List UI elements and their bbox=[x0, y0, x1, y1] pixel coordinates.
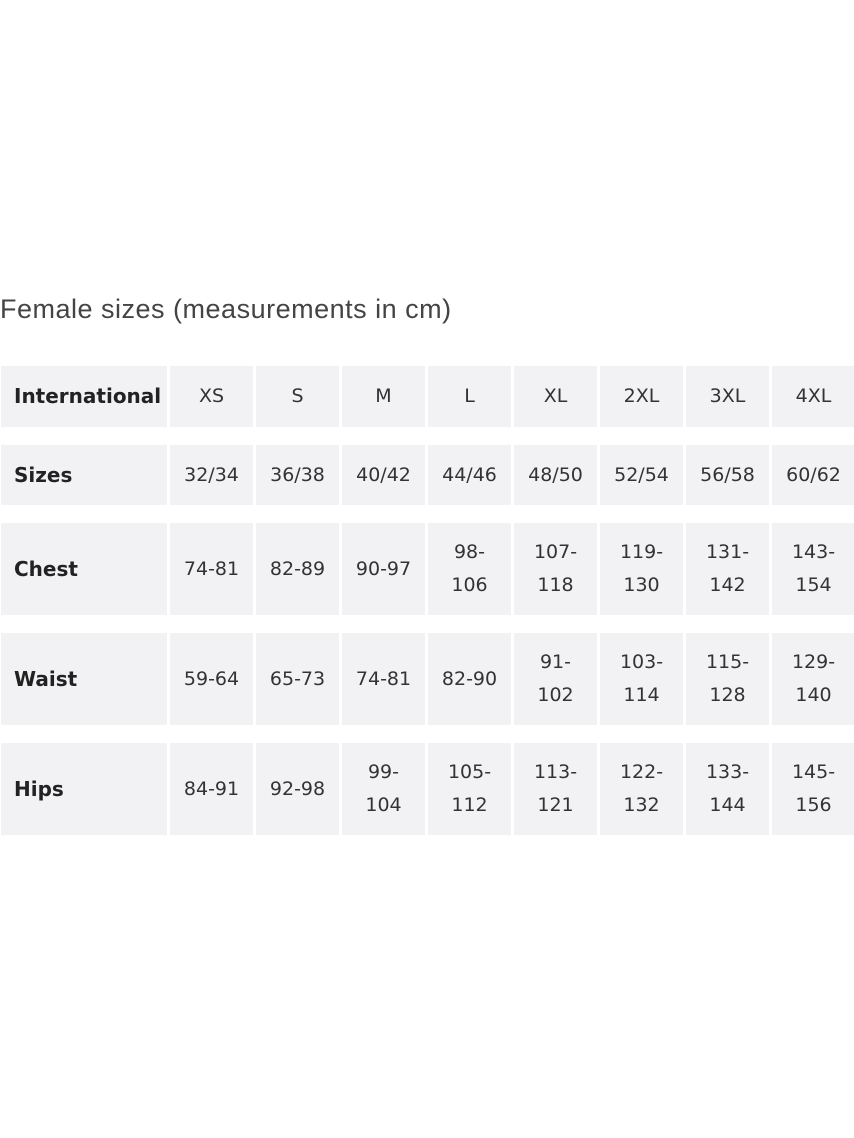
table-cell: 4XL bbox=[772, 366, 854, 427]
table-cell: 105- 112 bbox=[428, 743, 511, 835]
row-header-hips: Hips bbox=[1, 743, 167, 835]
row-header-sizes: Sizes bbox=[1, 445, 167, 505]
table-cell: 40/42 bbox=[342, 445, 425, 505]
table-cell: 48/50 bbox=[514, 445, 597, 505]
size-chart-table: International XS S M L XL 2XL 3XL 4XL Sizes 32/34 3… bbox=[1, 366, 854, 835]
table-cell: 119- 130 bbox=[600, 523, 683, 615]
table-cell: 91- 102 bbox=[514, 633, 597, 725]
table-cell: 36/38 bbox=[256, 445, 339, 505]
table-cell: 90-97 bbox=[342, 523, 425, 615]
table-cell: 2XL bbox=[600, 366, 683, 427]
table-cell: 52/54 bbox=[600, 445, 683, 505]
table-cell: 44/46 bbox=[428, 445, 511, 505]
table-cell: 59-64 bbox=[170, 633, 253, 725]
table-cell: 3XL bbox=[686, 366, 769, 427]
table-cell: 84-91 bbox=[170, 743, 253, 835]
table-cell: 129- 140 bbox=[772, 633, 854, 725]
table-cell: 103- 114 bbox=[600, 633, 683, 725]
table-cell: 113- 121 bbox=[514, 743, 597, 835]
table-cell: L bbox=[428, 366, 511, 427]
table-cell: XL bbox=[514, 366, 597, 427]
table-cell: 74-81 bbox=[342, 633, 425, 725]
table-cell: 143- 154 bbox=[772, 523, 854, 615]
table-cell: 32/34 bbox=[170, 445, 253, 505]
table-cell: 115- 128 bbox=[686, 633, 769, 725]
table-cell: XS bbox=[170, 366, 253, 427]
row-header-international: International bbox=[1, 366, 167, 427]
table-cell: 56/58 bbox=[686, 445, 769, 505]
table-cell: 65-73 bbox=[256, 633, 339, 725]
table-cell: S bbox=[256, 366, 339, 427]
table-cell: 99- 104 bbox=[342, 743, 425, 835]
table-cell: 82-90 bbox=[428, 633, 511, 725]
table-cell: 107- 118 bbox=[514, 523, 597, 615]
table-cell: 98- 106 bbox=[428, 523, 511, 615]
page-title: Female sizes (measurements in cm) bbox=[0, 294, 452, 324]
row-header-waist: Waist bbox=[1, 633, 167, 725]
table-cell: 133- 144 bbox=[686, 743, 769, 835]
table-cell: 60/62 bbox=[772, 445, 854, 505]
table-cell: 92-98 bbox=[256, 743, 339, 835]
table-cell: 122- 132 bbox=[600, 743, 683, 835]
table-cell: 82-89 bbox=[256, 523, 339, 615]
table-cell: M bbox=[342, 366, 425, 427]
table-cell: 74-81 bbox=[170, 523, 253, 615]
row-header-chest: Chest bbox=[1, 523, 167, 615]
table-cell: 145- 156 bbox=[772, 743, 854, 835]
table-cell: 131- 142 bbox=[686, 523, 769, 615]
